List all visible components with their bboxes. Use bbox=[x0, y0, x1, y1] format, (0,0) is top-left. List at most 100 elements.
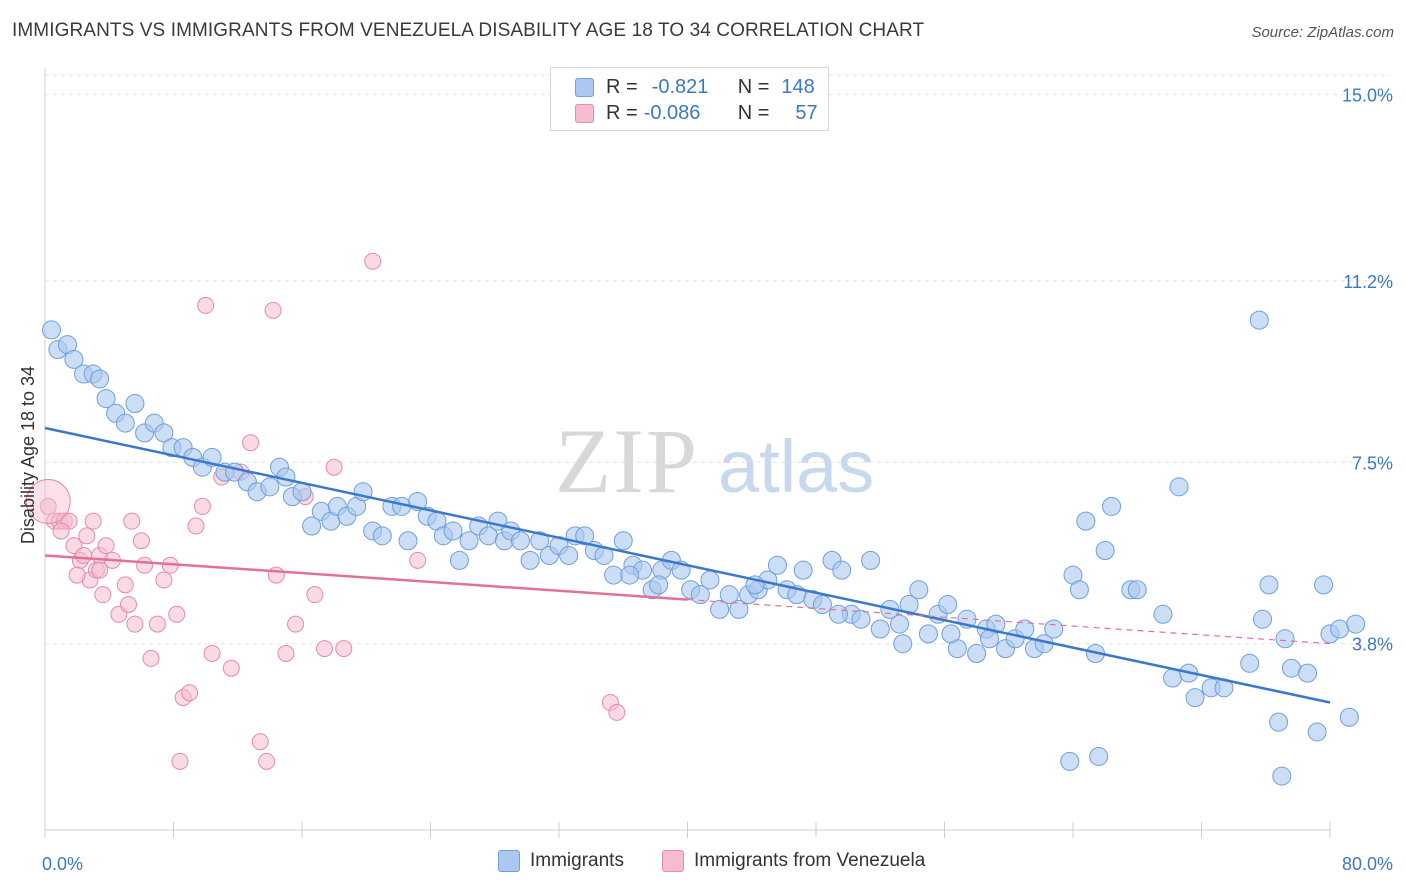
immigrants-point bbox=[938, 594, 958, 614]
immigrants-point bbox=[1307, 722, 1327, 742]
immigrants-point bbox=[1163, 668, 1183, 688]
immigrants-point bbox=[851, 609, 871, 629]
immigrants-point bbox=[870, 619, 890, 639]
venezuela-point bbox=[287, 615, 305, 633]
legend-n-value: 57 bbox=[795, 101, 818, 124]
venezuela-point bbox=[193, 497, 211, 515]
tick-labels: 3.8% 7.5% 11.2% 15.0% 0.0% 80.0% bbox=[42, 86, 1393, 874]
legend-r-label: R = bbox=[606, 101, 638, 124]
immigrants-points bbox=[41, 310, 1366, 786]
axes bbox=[44, 68, 1331, 838]
immigrants-point bbox=[620, 565, 640, 585]
immigrants-point bbox=[1102, 496, 1122, 516]
source-label: Source: ZipAtlas.com bbox=[1251, 24, 1394, 41]
immigrants-point bbox=[649, 575, 669, 595]
venezuela-point bbox=[52, 522, 70, 540]
venezuela-point bbox=[155, 571, 173, 589]
immigrants-point bbox=[710, 599, 730, 619]
immigrants-point bbox=[729, 599, 749, 619]
immigrants-point bbox=[828, 604, 848, 624]
immigrants-point bbox=[575, 526, 595, 546]
immigrants-point bbox=[443, 521, 463, 541]
legend-swatch-immigrants bbox=[575, 77, 594, 97]
immigrants-point bbox=[1060, 751, 1080, 771]
immigrants-point bbox=[1339, 707, 1359, 727]
immigrants-point bbox=[1281, 658, 1301, 678]
immigrants-point bbox=[154, 423, 174, 443]
immigrants-point bbox=[1153, 604, 1173, 624]
venezuela-point bbox=[187, 517, 205, 535]
immigrants-point bbox=[90, 369, 110, 389]
immigrants-point bbox=[1127, 580, 1147, 600]
bottom-legend-swatch-immigrants bbox=[498, 850, 520, 872]
immigrants-point bbox=[832, 560, 852, 580]
immigrants-point bbox=[398, 531, 418, 551]
immigrants-point bbox=[690, 585, 710, 605]
venezuela-point bbox=[84, 512, 102, 530]
legend-n-value: 148 bbox=[781, 75, 815, 98]
legend-row-venezuela: R = -0.086 N = 57 bbox=[575, 99, 818, 127]
immigrants-point bbox=[1269, 712, 1289, 732]
venezuela-point bbox=[68, 566, 86, 584]
bottom-legend-swatch-venezuela bbox=[662, 850, 684, 872]
venezuela-point bbox=[116, 576, 134, 594]
venezuela-point bbox=[97, 537, 115, 555]
venezuela-point bbox=[264, 301, 282, 319]
immigrants-point bbox=[1272, 766, 1292, 786]
immigrants-point bbox=[719, 585, 739, 605]
venezuela-points bbox=[25, 252, 626, 770]
immigrants-point bbox=[115, 413, 135, 433]
venezuela-point bbox=[277, 645, 295, 663]
immigrants-point bbox=[604, 565, 624, 585]
venezuela-point bbox=[91, 561, 109, 579]
venezuela-point bbox=[39, 497, 57, 515]
immigrants-point bbox=[1089, 746, 1109, 766]
chart-title: IMMIGRANTS VS IMMIGRANTS FROM VENEZUELA … bbox=[12, 20, 925, 41]
immigrants-point bbox=[1169, 477, 1189, 497]
venezuela-trend-line-extended bbox=[687, 598, 1331, 645]
immigrants-point bbox=[861, 550, 881, 570]
watermark-zip: ZIP bbox=[555, 410, 699, 512]
x-tick-label-min: 0.0% bbox=[42, 854, 83, 874]
venezuela-point bbox=[136, 556, 154, 574]
immigrants-point bbox=[918, 624, 938, 644]
immigrants-point bbox=[559, 545, 579, 565]
y-tick-label: 11.2% bbox=[1343, 272, 1393, 292]
immigrants-point bbox=[1253, 609, 1273, 629]
venezuela-point bbox=[94, 586, 112, 604]
legend-r-value: -0.821 bbox=[651, 75, 709, 98]
immigrants-point bbox=[125, 393, 145, 413]
venezuela-point bbox=[181, 684, 199, 702]
grid-lines bbox=[45, 74, 1390, 645]
immigrants-point bbox=[530, 531, 550, 551]
venezuela-point bbox=[142, 649, 160, 667]
venezuela-point bbox=[171, 752, 189, 770]
legend-swatch-venezuela bbox=[575, 103, 594, 123]
legend-n-label: N = bbox=[737, 101, 770, 124]
y-tick-label: 3.8% bbox=[1352, 635, 1393, 655]
venezuela-point bbox=[126, 615, 144, 633]
venezuela-point bbox=[306, 586, 324, 604]
legend-r-label: R = bbox=[606, 75, 638, 98]
immigrants-point bbox=[510, 531, 530, 551]
immigrants-point bbox=[372, 526, 392, 546]
immigrants-trend-line bbox=[44, 426, 1331, 704]
immigrants-point bbox=[1330, 619, 1350, 639]
bottom-legend-label-immigrants: Immigrants bbox=[530, 850, 624, 871]
immigrants-point bbox=[1275, 629, 1295, 649]
venezuela-point bbox=[251, 733, 269, 751]
immigrants-point bbox=[96, 389, 116, 409]
venezuela-point bbox=[75, 546, 93, 564]
immigrants-point bbox=[1095, 541, 1115, 561]
y-tick-label: 7.5% bbox=[1352, 453, 1393, 473]
venezuela-point bbox=[78, 527, 96, 545]
bottom-legend-immigrants: Immigrants bbox=[498, 850, 624, 872]
immigrants-point bbox=[1259, 575, 1279, 595]
immigrants-point bbox=[1076, 511, 1096, 531]
immigrants-point bbox=[793, 560, 813, 580]
venezuela-point bbox=[120, 595, 138, 613]
y-tick-label: 15.0% bbox=[1342, 86, 1393, 106]
venezuela-point bbox=[315, 640, 333, 658]
legend: R = -0.821 N = 148 R = -0.086 N = 57 bbox=[550, 67, 829, 131]
